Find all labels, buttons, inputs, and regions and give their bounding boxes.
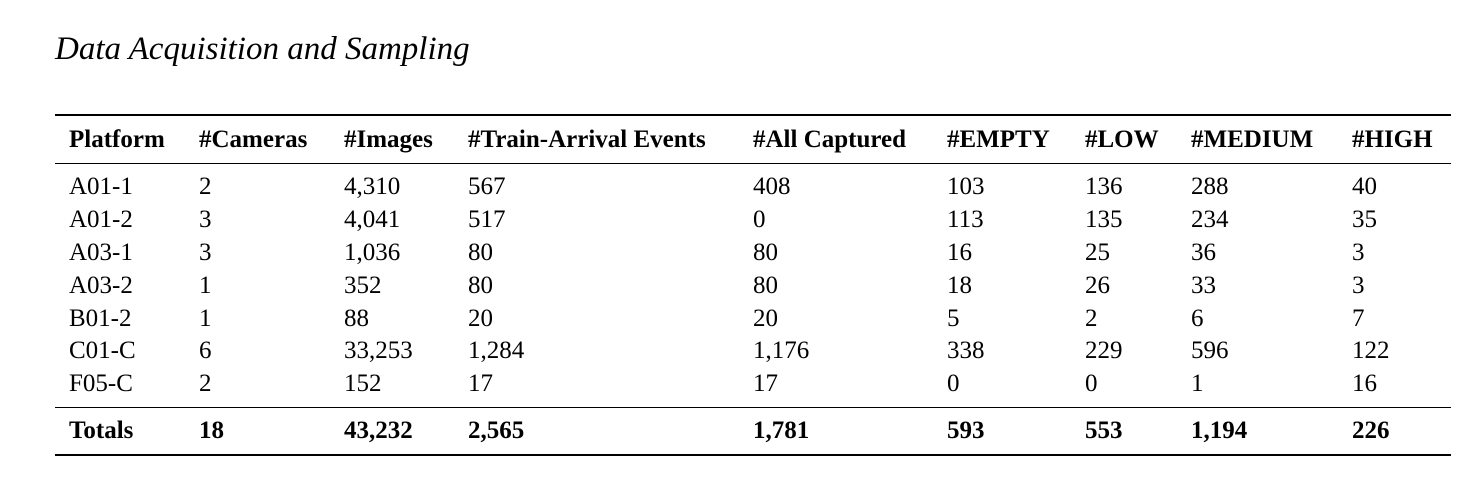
- table-cell: 1: [1191, 370, 1204, 398]
- table-cell: 35: [1352, 206, 1377, 234]
- table-cell: 567: [468, 173, 506, 201]
- table-cell: 3: [199, 238, 212, 266]
- table-cell: 88: [344, 304, 369, 332]
- table-cell: 17: [468, 370, 493, 398]
- column-header-train-arrival-events: #Train-Arrival Events: [468, 125, 706, 153]
- table-cell: 6: [199, 337, 212, 365]
- totals-cell: 43,232: [344, 416, 413, 444]
- table-row: C01-C 6 33,253 1,284 1,176 338 229 596 1…: [55, 335, 1451, 368]
- table-cell: F05-C: [69, 370, 133, 398]
- column-header-low: #LOW: [1085, 125, 1159, 153]
- table-cell: A01-2: [69, 206, 133, 234]
- table-cell: 229: [1085, 337, 1123, 365]
- table-cell: 20: [468, 304, 493, 332]
- table-cell: 4,041: [344, 206, 401, 234]
- table-cell: 3: [199, 206, 212, 234]
- table-row: A03-1 3 1,036 80 80 16 25 36 3: [55, 237, 1451, 270]
- totals-cell: 2,565: [468, 416, 525, 444]
- section-title: Data Acquisition and Sampling: [55, 31, 470, 67]
- table-row: A03-2 1 352 80 80 18 26 33 3: [55, 269, 1451, 302]
- table-cell: 152: [344, 370, 382, 398]
- table-cell: 6: [1191, 304, 1204, 332]
- table-cell: 18: [947, 271, 972, 299]
- table-cell: 113: [947, 206, 984, 234]
- table-cell: A01-1: [69, 173, 133, 201]
- table-cell: 2: [199, 173, 212, 201]
- table-cell: 136: [1085, 173, 1123, 201]
- table-cell: 25: [1085, 238, 1110, 266]
- table-cell: C01-C: [69, 337, 136, 365]
- totals-cell: 1,781: [753, 416, 810, 444]
- table-cell: 7: [1352, 304, 1365, 332]
- table-cell: B01-2: [69, 304, 132, 332]
- table-cell: 103: [947, 173, 985, 201]
- table-cell: 16: [1352, 370, 1377, 398]
- table-row: A01-2 3 4,041 517 0 113 135 234 35: [55, 204, 1451, 237]
- table-cell: 517: [468, 206, 506, 234]
- table-cell: 80: [753, 271, 778, 299]
- totals-cell: 593: [947, 416, 985, 444]
- totals-cell: 1,194: [1191, 416, 1248, 444]
- table-cell: 1,284: [468, 337, 525, 365]
- column-header-platform: Platform: [69, 125, 165, 153]
- table-cell: 288: [1191, 173, 1229, 201]
- table-cell: 33: [1191, 271, 1216, 299]
- table-cell: 135: [1085, 206, 1123, 234]
- table-cell: 16: [947, 238, 972, 266]
- table-cell: 596: [1191, 337, 1229, 365]
- table-cell: 0: [947, 370, 960, 398]
- table-cell: 234: [1191, 206, 1229, 234]
- table-cell: 352: [344, 271, 382, 299]
- column-header-medium: #MEDIUM: [1191, 125, 1314, 153]
- table-cell: 33,253: [344, 337, 413, 365]
- table-cell: 80: [753, 238, 778, 266]
- table-cell: 20: [753, 304, 778, 332]
- column-header-images: #Images: [344, 125, 433, 153]
- table-cell: 2: [1085, 304, 1098, 332]
- table-row: F05-C 2 152 17 17 0 0 1 16: [55, 368, 1451, 407]
- table-cell: 3: [1352, 238, 1365, 266]
- table-row: A01-1 2 4,310 567 408 103 136 288 40: [55, 164, 1451, 204]
- table-cell: A03-2: [69, 271, 133, 299]
- table-cell: 1: [199, 271, 212, 299]
- table-cell: 2: [199, 370, 212, 398]
- table-cell: 3: [1352, 271, 1365, 299]
- table-cell: 36: [1191, 238, 1216, 266]
- totals-cell: 553: [1085, 416, 1123, 444]
- table-cell: 122: [1352, 337, 1390, 365]
- table-cell: 26: [1085, 271, 1110, 299]
- column-header-cameras: #Cameras: [199, 125, 308, 153]
- table-cell: 0: [1085, 370, 1098, 398]
- table-cell: 17: [753, 370, 778, 398]
- totals-label: Totals: [69, 416, 134, 444]
- table-cell: 4,310: [344, 173, 401, 201]
- table-header-row: Platform #Cameras #Images #Train-Arrival…: [55, 115, 1451, 164]
- totals-cell: 18: [199, 416, 224, 444]
- table-cell: 80: [468, 238, 493, 266]
- table-cell: 1,036: [344, 238, 401, 266]
- table-cell: 0: [753, 206, 766, 234]
- table-cell: 80: [468, 271, 493, 299]
- table-cell: 40: [1352, 173, 1377, 201]
- totals-cell: 226: [1352, 416, 1390, 444]
- column-header-high: #HIGH: [1352, 125, 1433, 153]
- table-cell: 1: [199, 304, 212, 332]
- table-cell: A03-1: [69, 238, 133, 266]
- data-table: Platform #Cameras #Images #Train-Arrival…: [55, 114, 1451, 456]
- table-cell: 338: [947, 337, 985, 365]
- table-cell: 5: [947, 304, 960, 332]
- column-header-empty: #EMPTY: [947, 125, 1050, 153]
- table-row: B01-2 1 88 20 20 5 2 6 7: [55, 302, 1451, 335]
- totals-row: Totals 18 43,232 2,565 1,781 593 553 1,1…: [55, 407, 1451, 455]
- column-header-all-captured: #All Captured: [753, 125, 907, 153]
- table-cell: 408: [753, 173, 791, 201]
- table-cell: 1,176: [753, 337, 810, 365]
